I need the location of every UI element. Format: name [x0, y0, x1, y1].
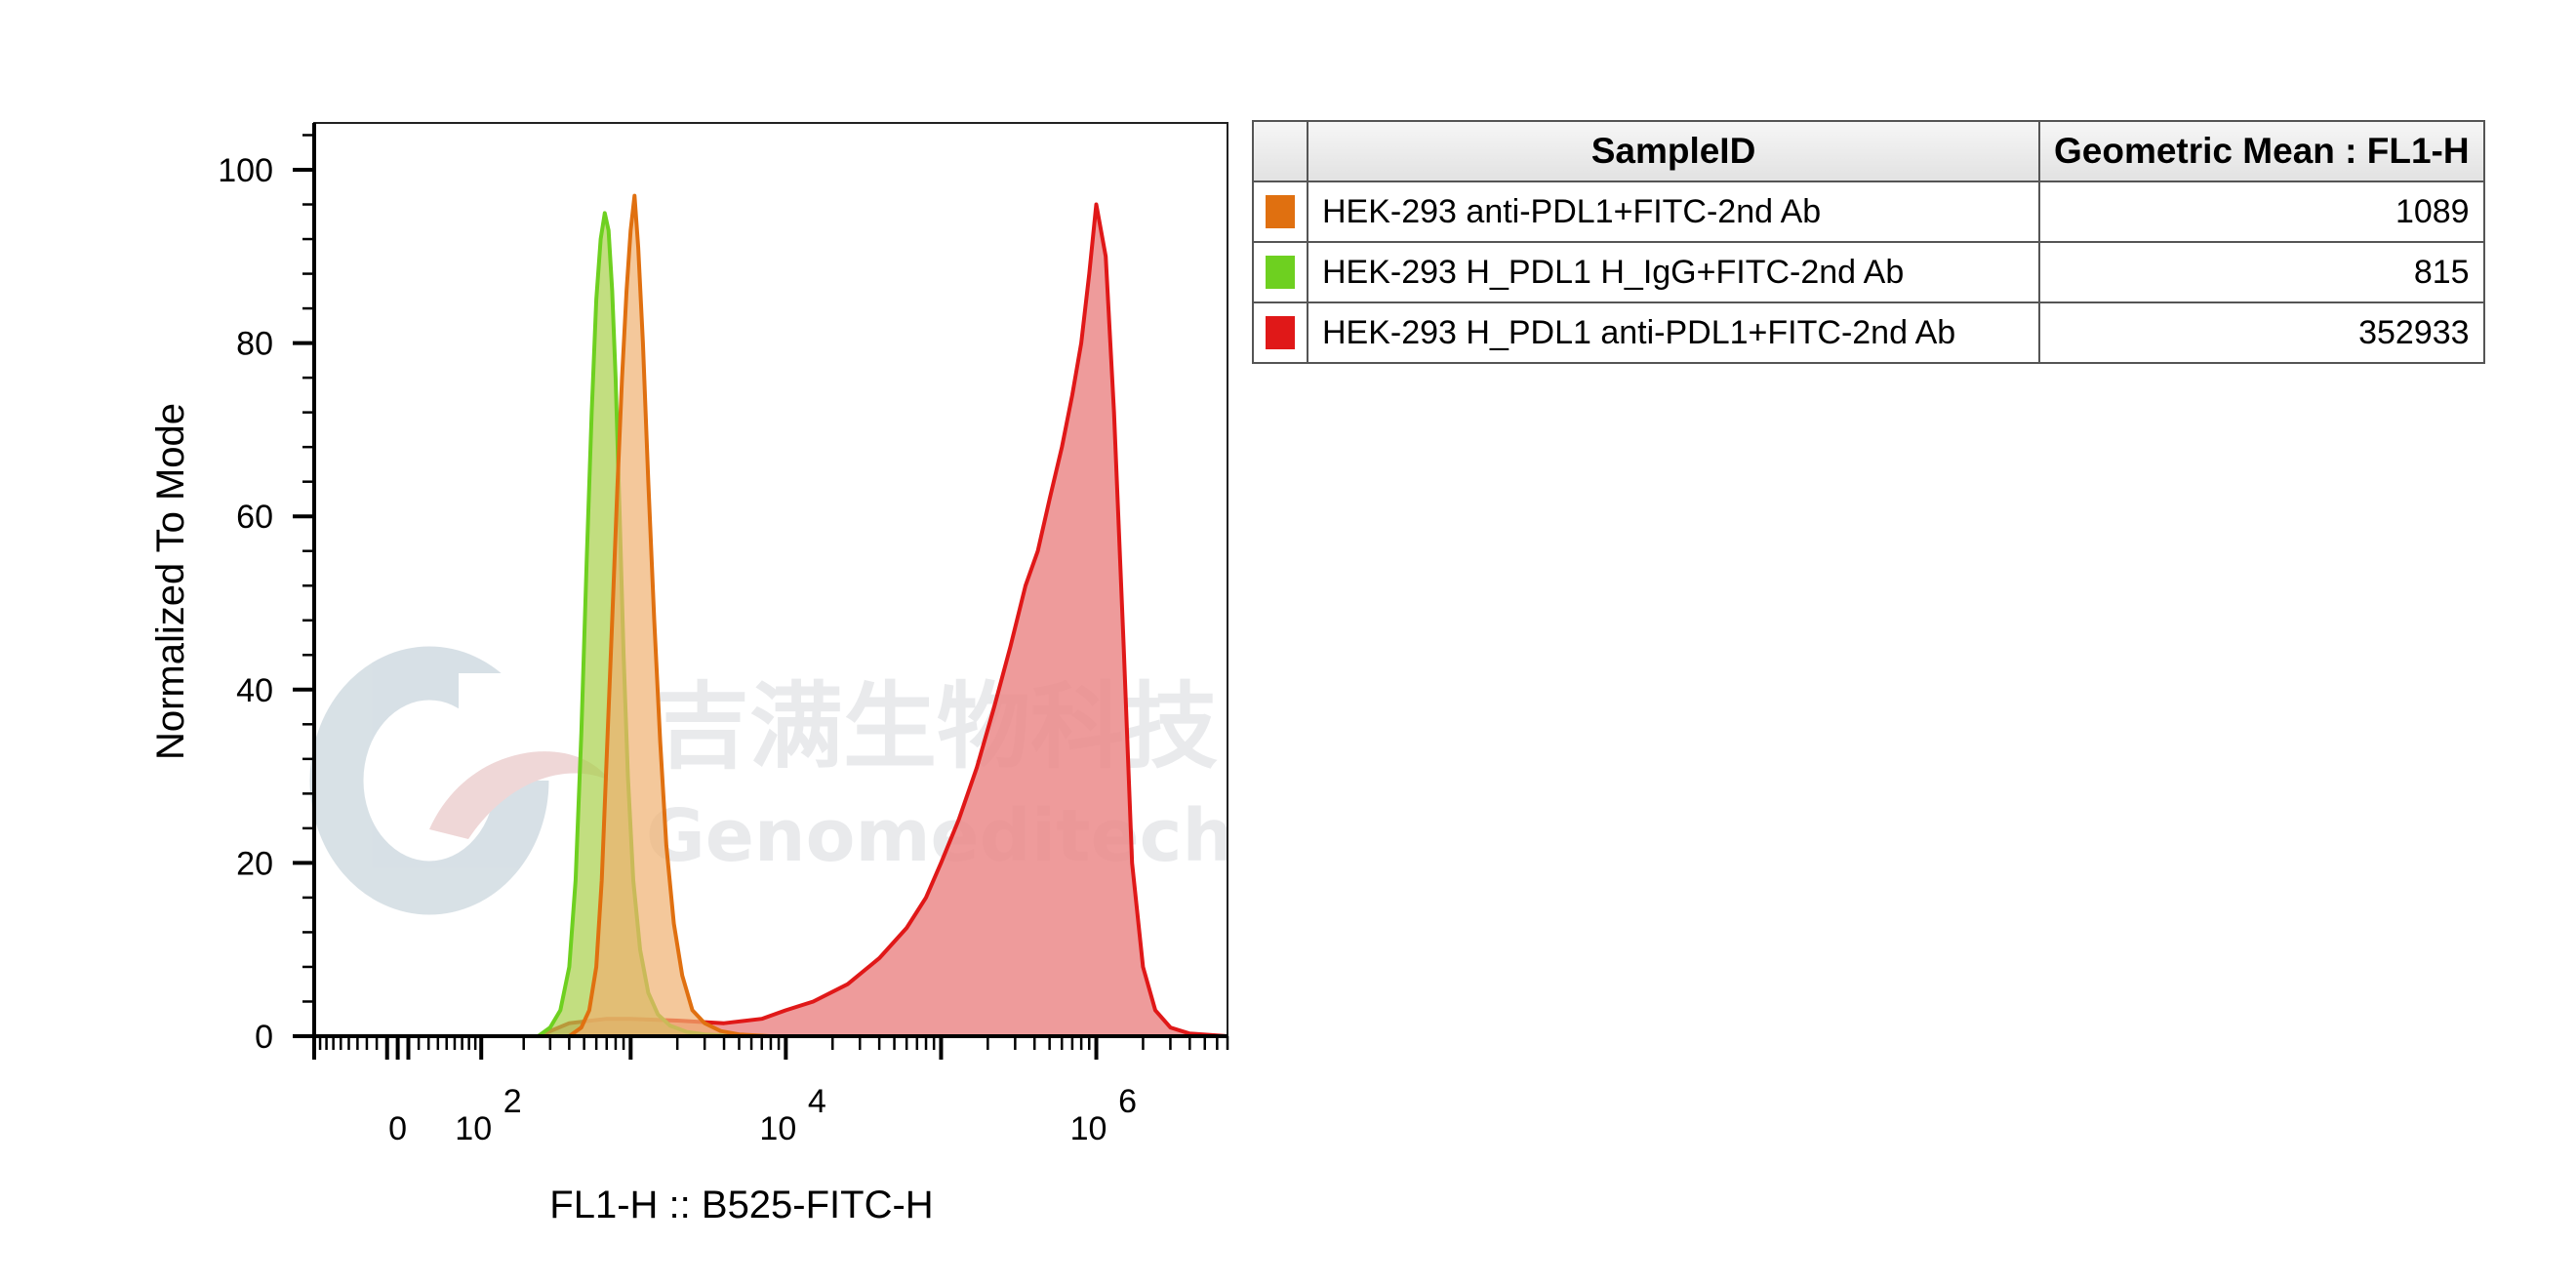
- legend-mean: 352933: [2038, 301, 2485, 364]
- x-tick-exponent: 6: [1118, 1083, 1137, 1120]
- x-tick-exponent: 4: [808, 1083, 826, 1120]
- legend-swatch-red: [1266, 316, 1295, 349]
- series-area: [314, 204, 1228, 1036]
- series-layer: [314, 193, 1228, 1038]
- y-tick-label: 80: [236, 326, 273, 363]
- x-tick-label: 10: [1070, 1110, 1107, 1147]
- watermark-cn-text: 吉满生物科技: [656, 672, 1218, 782]
- legend-mean: 1089: [2038, 181, 2485, 243]
- x-tick-label: 10: [759, 1110, 796, 1147]
- series-line: [314, 193, 1228, 1038]
- legend-sample: HEK-293 H_PDL1 anti-PDL1+FITC-2nd Ab: [1307, 301, 2040, 364]
- legend-header-mean: Geometric Mean : FL1-H: [2038, 120, 2485, 182]
- x-tick-label: 10: [455, 1110, 492, 1147]
- y-tick-label: 20: [236, 845, 273, 882]
- y-axis-title: Normalized To Mode: [149, 403, 192, 760]
- x-axis: 0 10 2 10 4 10 6: [312, 1034, 1229, 1147]
- y-tick-label: 0: [255, 1019, 273, 1056]
- y-tick-label: 100: [218, 152, 273, 189]
- y-tick-label: 60: [236, 499, 273, 536]
- x-tick-exponent: 2: [503, 1083, 522, 1120]
- legend-row: HEK-293 anti-PDL1+FITC-2nd Ab 1089: [1252, 181, 2485, 243]
- x-axis-title: FL1-H :: B525-FITC-H: [549, 1184, 933, 1226]
- x-tick-label: 0: [388, 1110, 407, 1147]
- series-line: [314, 202, 1228, 1038]
- y-axis: 0 20 40 60 80 100: [218, 123, 316, 1056]
- legend-row: HEK-293 H_PDL1 anti-PDL1+FITC-2nd Ab 352…: [1252, 301, 2485, 364]
- legend-mean: 815: [2038, 241, 2485, 303]
- legend-sample: HEK-293 anti-PDL1+FITC-2nd Ab: [1307, 181, 2040, 243]
- legend-row: HEK-293 H_PDL1 H_IgG+FITC-2nd Ab 815: [1252, 241, 2485, 303]
- legend-swatch-orange: [1266, 195, 1295, 228]
- legend-header-blank: [1252, 120, 1308, 182]
- legend-header-sample: SampleID: [1307, 120, 2040, 182]
- legend-table: SampleID Geometric Mean : FL1-H HEK-293 …: [1252, 120, 2485, 364]
- y-tick-label: 40: [236, 672, 273, 709]
- legend-swatch-green: [1266, 256, 1295, 289]
- legend-header-row: SampleID Geometric Mean : FL1-H: [1252, 120, 2485, 182]
- genomeditech-logo-icon: [309, 646, 610, 915]
- legend-sample: HEK-293 H_PDL1 H_IgG+FITC-2nd Ab: [1307, 241, 2040, 303]
